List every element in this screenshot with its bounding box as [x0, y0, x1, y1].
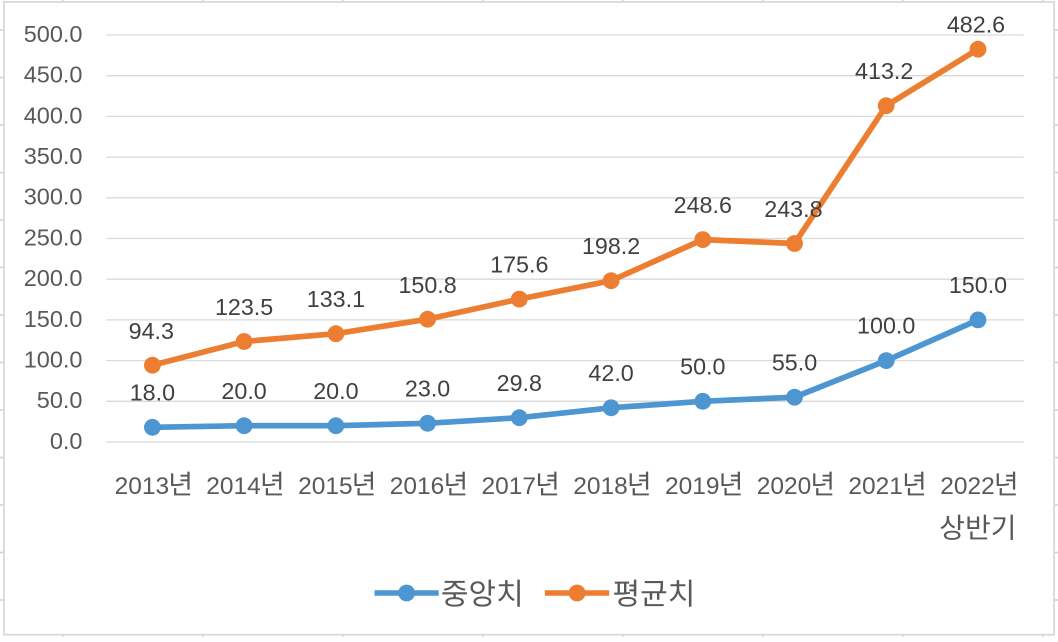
svg-text:2021: 2021	[848, 473, 903, 500]
svg-text:100.0: 100.0	[24, 347, 83, 373]
svg-text:150.0: 150.0	[24, 306, 83, 332]
svg-text:2018: 2018	[573, 473, 628, 500]
svg-text:2022: 2022	[940, 473, 995, 500]
svg-text:2020: 2020	[757, 473, 812, 500]
svg-text:42.0: 42.0	[588, 360, 633, 386]
svg-text:20.0: 20.0	[313, 378, 358, 404]
svg-text:450.0: 450.0	[24, 62, 83, 88]
svg-text:18.0: 18.0	[130, 379, 175, 405]
svg-text:2016: 2016	[390, 473, 445, 500]
svg-text:482.6: 482.6	[947, 12, 1005, 38]
svg-text:29.8: 29.8	[497, 370, 542, 396]
svg-text:400.0: 400.0	[24, 102, 83, 128]
svg-text:198.2: 198.2	[582, 233, 640, 259]
svg-text:300.0: 300.0	[24, 184, 83, 210]
svg-text:20.0: 20.0	[221, 378, 266, 404]
svg-text:243.8: 243.8	[764, 196, 822, 222]
svg-text:100.0: 100.0	[857, 313, 915, 339]
svg-text:0.0: 0.0	[50, 428, 83, 454]
svg-text:248.6: 248.6	[674, 192, 732, 218]
svg-text:2019: 2019	[665, 473, 720, 500]
svg-text:133.1: 133.1	[307, 286, 365, 312]
svg-text:250.0: 250.0	[24, 224, 83, 250]
svg-text:175.6: 175.6	[490, 252, 548, 278]
svg-text:500.0: 500.0	[24, 21, 83, 47]
svg-text:200.0: 200.0	[24, 265, 83, 291]
svg-text:2013: 2013	[115, 473, 170, 500]
svg-text:2015: 2015	[298, 473, 353, 500]
svg-text:50.0: 50.0	[680, 353, 725, 379]
svg-text:50.0: 50.0	[37, 387, 83, 413]
svg-text:123.5: 123.5	[215, 294, 273, 320]
svg-text:150.8: 150.8	[398, 272, 456, 298]
svg-text:2017: 2017	[482, 473, 537, 500]
svg-text:55.0: 55.0	[772, 349, 817, 375]
svg-text:2014: 2014	[206, 473, 261, 500]
svg-text:150.0: 150.0	[949, 272, 1007, 298]
svg-text:413.2: 413.2	[855, 58, 913, 84]
svg-text:23.0: 23.0	[405, 375, 450, 401]
svg-text:350.0: 350.0	[24, 143, 83, 169]
svg-text:94.3: 94.3	[129, 318, 174, 344]
